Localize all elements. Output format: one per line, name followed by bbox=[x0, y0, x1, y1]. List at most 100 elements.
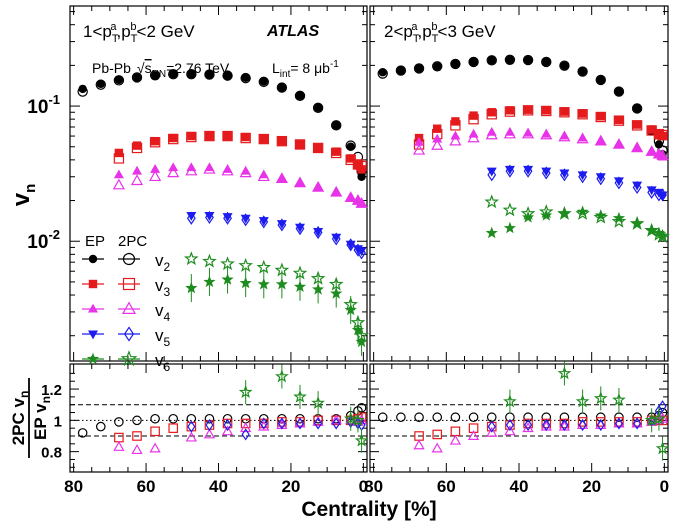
ratio-v4-point bbox=[113, 440, 125, 451]
pc-v4-point bbox=[540, 128, 553, 140]
pc-v2-point bbox=[204, 69, 215, 80]
ep-v3-point bbox=[259, 134, 268, 144]
legend-ep-v5-marker bbox=[88, 330, 98, 340]
ratio-v6-point bbox=[311, 395, 325, 409]
ep-v2-point bbox=[560, 61, 569, 70]
ep-v6-point bbox=[612, 211, 626, 224]
ratio-v6-point bbox=[593, 391, 608, 405]
ep-v2-point bbox=[632, 104, 642, 113]
ratio-v5-point bbox=[614, 417, 624, 430]
pc-v3-point bbox=[577, 109, 588, 120]
top-right-frame bbox=[369, 5, 669, 362]
pc-v5-point bbox=[331, 232, 341, 246]
pc-v5-point bbox=[241, 213, 251, 227]
ratio-y-tick-label: 1 bbox=[54, 413, 62, 430]
ep-v4-point bbox=[432, 133, 443, 143]
ratio-v6-point bbox=[655, 441, 670, 455]
pc-v4-point bbox=[503, 127, 517, 139]
x-tick-label: 80 bbox=[364, 477, 383, 496]
pc-v2-point bbox=[186, 69, 197, 80]
pc-v6-point bbox=[520, 205, 536, 220]
legend-2pc-v4-marker bbox=[121, 301, 137, 314]
right-pt-range: 2<pTa,pTb<3 GeV bbox=[384, 21, 496, 45]
ratio-v5-point bbox=[578, 418, 587, 432]
pc-v5-point bbox=[647, 185, 657, 199]
pc-v3-point bbox=[559, 107, 570, 118]
pc-v3-point bbox=[204, 130, 215, 142]
x-tick-label: 60 bbox=[137, 477, 156, 496]
pc-v2-point bbox=[95, 79, 106, 90]
ep-v4-point bbox=[113, 169, 124, 179]
ep-v3-point bbox=[277, 136, 287, 146]
ratio-v4-point bbox=[330, 414, 342, 425]
legend-2pc-v6-marker bbox=[120, 350, 138, 367]
ep-v6-point bbox=[257, 277, 270, 290]
luminosity-label: Lint= 8 μb-1 bbox=[272, 59, 339, 80]
ratio-y-numerator: 2PC vn bbox=[9, 391, 31, 446]
pc-v2-point bbox=[345, 140, 356, 151]
ratio-v2-point bbox=[168, 413, 179, 424]
ep-v3-point bbox=[469, 111, 478, 120]
ratio-v2-point bbox=[114, 417, 124, 427]
ratio-v5-point bbox=[277, 417, 286, 430]
ep-v6-point bbox=[239, 276, 252, 289]
ep-v3-point bbox=[132, 141, 142, 150]
ep-v6-point bbox=[503, 221, 517, 234]
pc-v2-point bbox=[149, 70, 161, 81]
ratio-v2-point bbox=[356, 403, 367, 413]
ratio-v3-point bbox=[595, 417, 606, 427]
ep-v2-point bbox=[414, 64, 424, 73]
ep-v6-point bbox=[185, 281, 198, 294]
pc-v4-point bbox=[431, 139, 444, 150]
pc-v2-point bbox=[395, 65, 407, 76]
pc-v2-point bbox=[294, 90, 306, 102]
ratio-v6-point bbox=[575, 394, 590, 408]
pc-v2-point bbox=[168, 69, 179, 80]
pc-v3-point bbox=[294, 139, 306, 150]
pc-v2-point bbox=[222, 70, 233, 81]
ratio-v3-point bbox=[240, 418, 251, 429]
pc-v5-point bbox=[295, 222, 305, 236]
pc-v5-point bbox=[614, 176, 624, 190]
ratio-v5-point bbox=[259, 417, 268, 430]
pc-v5-point bbox=[632, 180, 642, 195]
legend-ep-v2-marker bbox=[88, 254, 98, 264]
ratio-v2-point bbox=[486, 412, 497, 423]
pc-v5-point bbox=[658, 188, 667, 202]
pc-v3-point bbox=[657, 129, 668, 141]
pc-v4-point bbox=[412, 143, 426, 155]
pc-v3-point bbox=[168, 133, 179, 145]
pc-v3-point bbox=[468, 113, 479, 125]
legend-label-v4: v4 bbox=[155, 301, 171, 324]
pc-v2-point bbox=[331, 120, 342, 131]
pc-v3-point bbox=[450, 120, 461, 131]
ratio-v2-point bbox=[95, 421, 106, 432]
pc-v6-point bbox=[593, 209, 609, 224]
ep-v3-point bbox=[487, 108, 496, 117]
ratio-y-tick-label: 0.8 bbox=[41, 445, 62, 462]
axis-ticks: 80 60 40 20 080 60 40 20 010-110-21.210.8 bbox=[27, 6, 669, 496]
pc-v2-point bbox=[113, 75, 125, 86]
ratio-v6-point bbox=[612, 392, 626, 406]
ratio-v6-point bbox=[238, 384, 253, 398]
pc-v6-point bbox=[655, 229, 670, 243]
left-pt-range: 1<pTa,pTb<2 GeV bbox=[83, 21, 195, 45]
ratio-v6-point bbox=[293, 389, 307, 403]
ep-v2-point bbox=[114, 75, 124, 85]
ratio-v2-point bbox=[523, 412, 533, 423]
pc-v6-point bbox=[629, 215, 645, 230]
pc-v3-point bbox=[131, 142, 143, 154]
atlas-label: ATLAS bbox=[266, 23, 319, 40]
pc-v6-point bbox=[328, 276, 344, 291]
pc-v2-point bbox=[377, 68, 388, 79]
pc-v3-point bbox=[276, 135, 288, 147]
ratio-v4-point bbox=[185, 431, 197, 442]
pc-v2-point bbox=[432, 61, 443, 72]
legend-label-v2: v2 bbox=[155, 251, 171, 274]
ep-v6-point bbox=[485, 226, 498, 239]
ep-v3-point bbox=[223, 131, 232, 141]
ratio-v6-point bbox=[343, 411, 358, 425]
ep-v2-point bbox=[469, 57, 478, 67]
pc-v4-point bbox=[612, 137, 626, 149]
pc-v6-point bbox=[292, 265, 308, 280]
